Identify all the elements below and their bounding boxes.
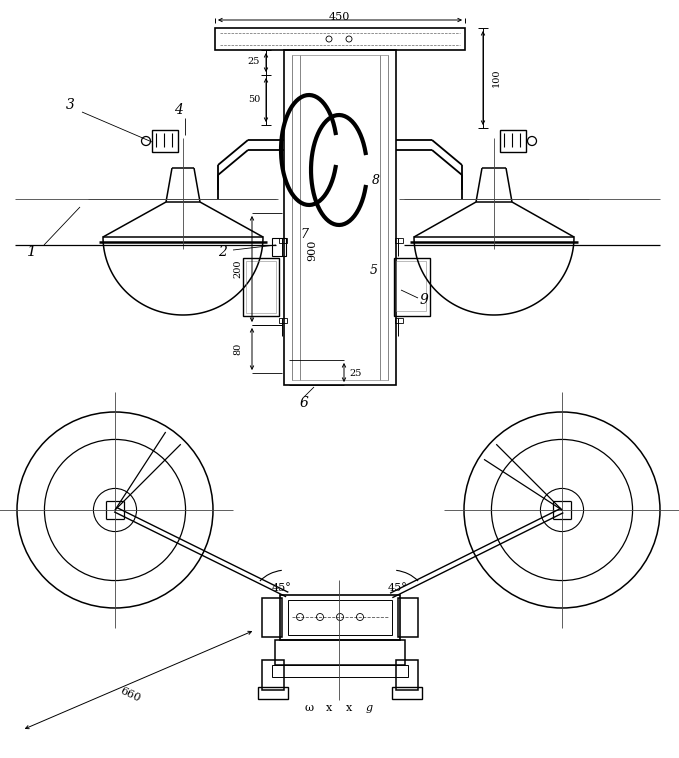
Bar <box>215 28 465 50</box>
Text: 50: 50 <box>248 96 260 105</box>
Text: 8: 8 <box>372 174 380 186</box>
Bar <box>262 598 282 637</box>
Bar <box>392 687 422 699</box>
Bar <box>275 640 405 665</box>
Bar <box>292 55 388 380</box>
Text: 25: 25 <box>248 58 260 67</box>
Text: 3: 3 <box>66 98 75 112</box>
Text: 45°: 45° <box>388 583 408 593</box>
Text: x: x <box>326 703 332 713</box>
Text: 900: 900 <box>307 240 317 261</box>
Text: 2: 2 <box>217 245 226 259</box>
Bar <box>288 600 392 635</box>
Bar <box>279 238 287 243</box>
Text: 45°: 45° <box>272 583 292 593</box>
Bar <box>395 318 403 323</box>
Text: 200: 200 <box>234 260 242 278</box>
Text: 7: 7 <box>300 228 308 242</box>
Text: 9: 9 <box>420 293 428 307</box>
Bar <box>262 660 284 690</box>
Text: 4: 4 <box>174 103 183 117</box>
Bar <box>272 665 408 677</box>
Text: 80: 80 <box>234 343 242 356</box>
Bar <box>398 598 418 637</box>
Bar <box>279 318 287 323</box>
Text: 6: 6 <box>299 396 308 410</box>
Bar <box>500 130 526 152</box>
Text: 5: 5 <box>370 264 378 277</box>
Text: 450: 450 <box>329 12 350 22</box>
Bar <box>395 238 403 243</box>
Text: g: g <box>365 703 373 713</box>
Bar <box>152 130 178 152</box>
Text: 100: 100 <box>492 69 500 87</box>
Bar <box>396 660 418 690</box>
Bar <box>272 238 286 256</box>
Text: ω: ω <box>304 703 314 713</box>
Text: 25: 25 <box>350 368 362 377</box>
Text: 1: 1 <box>27 245 37 259</box>
Bar <box>396 261 426 311</box>
Bar <box>280 595 400 640</box>
Text: 660: 660 <box>118 686 142 704</box>
Text: x: x <box>346 703 352 713</box>
Bar <box>246 261 276 313</box>
Bar <box>394 258 430 316</box>
Bar <box>258 687 288 699</box>
Bar <box>284 50 396 385</box>
Bar <box>243 258 279 316</box>
